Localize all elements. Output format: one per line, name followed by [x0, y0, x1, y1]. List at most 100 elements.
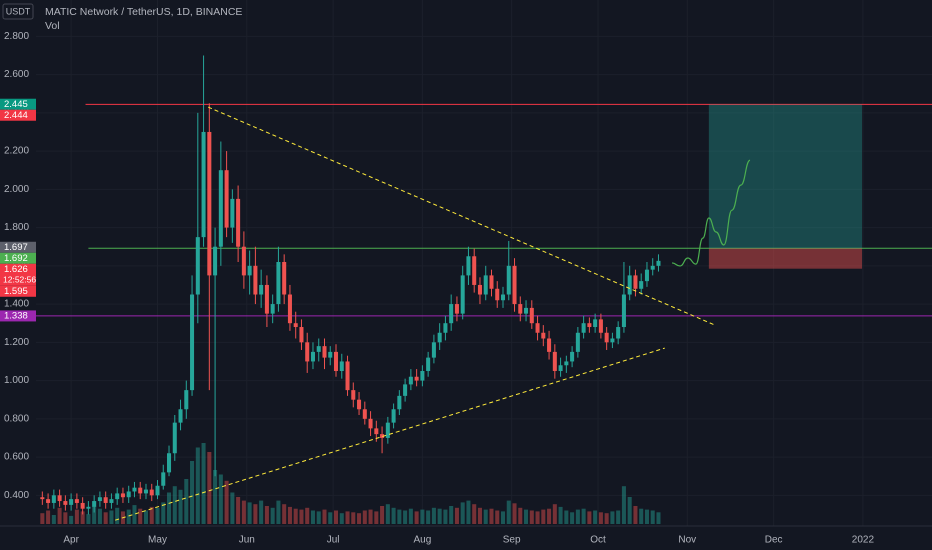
volume-bar	[426, 510, 431, 524]
volume-bar	[46, 510, 51, 524]
y-tick-label: 0.400	[4, 490, 29, 501]
candle-body	[120, 493, 125, 498]
countdown: 12:52:56	[3, 275, 36, 285]
volume-bar	[287, 506, 292, 524]
volume-bar	[345, 511, 350, 524]
volume-bar	[403, 510, 408, 524]
candle-body	[167, 453, 172, 473]
y-tick-label: 2.600	[4, 69, 29, 80]
volume-bar	[322, 509, 327, 524]
volume-bar	[236, 497, 241, 524]
candle-body	[408, 376, 413, 385]
volume-bar	[449, 506, 454, 524]
candle-body	[161, 472, 166, 486]
y-tick-label: 2.200	[4, 146, 29, 157]
volume-bar	[115, 507, 120, 524]
candle-body	[397, 395, 402, 410]
candle-body	[512, 265, 517, 305]
candle-body	[587, 323, 592, 328]
candle-body	[253, 265, 258, 295]
volume-bar	[264, 506, 269, 524]
candle-body	[489, 275, 494, 289]
candle-body	[322, 346, 327, 358]
volume-bar	[621, 486, 626, 524]
candle-body	[604, 332, 609, 343]
x-tick-label: Sep	[503, 535, 521, 546]
volume-bar	[190, 461, 195, 524]
candle-body	[426, 357, 431, 372]
candle-body	[270, 304, 275, 314]
candle-body	[259, 284, 264, 295]
volume-bar	[195, 447, 200, 524]
candle-body	[178, 409, 183, 423]
candle-body	[74, 499, 79, 503]
candle-body	[143, 489, 148, 494]
volume-bar	[339, 513, 344, 524]
candle-body	[207, 131, 212, 276]
candle-body	[213, 246, 218, 276]
price-label: 1.338	[4, 311, 28, 322]
volume-bar	[391, 507, 396, 524]
volume-bar	[472, 504, 477, 524]
candle-body	[201, 131, 206, 238]
candle-body	[385, 422, 390, 438]
volume-bar	[207, 452, 212, 524]
x-tick-label: 2022	[852, 535, 875, 546]
candle-body	[224, 170, 229, 228]
candle-body	[420, 371, 425, 381]
candle-body	[339, 361, 344, 372]
candle-body	[477, 284, 482, 295]
candle-body	[138, 487, 143, 494]
volume-bar	[593, 510, 598, 524]
candle-body	[414, 376, 419, 381]
candle-body	[391, 409, 396, 423]
volume-bar	[178, 489, 183, 524]
x-tick-label: Apr	[63, 535, 79, 546]
volume-bar	[414, 511, 419, 524]
candle-body	[644, 269, 649, 282]
volume-bar	[74, 509, 79, 524]
candle-body	[495, 288, 500, 301]
candle-body	[282, 262, 287, 295]
candle-body	[247, 265, 252, 276]
candle-body	[86, 506, 91, 509]
candle-body	[103, 497, 108, 503]
candle-body	[380, 434, 385, 438]
x-tick-label: Dec	[765, 535, 783, 546]
trendline	[115, 347, 665, 521]
volume-bar	[57, 507, 62, 524]
y-tick-label: 2.800	[4, 31, 29, 42]
volume-bar	[103, 512, 108, 524]
candle-body	[351, 390, 356, 400]
chart-title: MATIC Network / TetherUS, 1D, BINANCE	[45, 6, 242, 18]
volume-bar	[247, 502, 252, 524]
y-tick-label: 0.800	[4, 413, 29, 424]
currency-box[interactable]	[2, 3, 34, 20]
volume-bar	[305, 507, 310, 524]
volume-bar	[489, 508, 494, 524]
y-tick-label: 0.600	[4, 452, 29, 463]
volume-bar	[656, 512, 661, 524]
candle-body	[454, 304, 459, 314]
volume-bar	[155, 507, 160, 524]
volume-bar	[241, 500, 246, 524]
candle-body	[126, 491, 131, 498]
volume-bar	[587, 511, 592, 524]
volume-bar	[161, 502, 166, 524]
candle-body	[333, 351, 339, 372]
candle-body	[132, 487, 137, 492]
volume-bar	[282, 504, 287, 524]
volume-bar	[328, 512, 333, 524]
volume-bar	[524, 509, 529, 524]
candle-body	[63, 501, 68, 505]
candle-body	[357, 399, 362, 410]
volume-bar	[374, 511, 379, 524]
candle-body	[305, 342, 310, 362]
volume-bar	[333, 510, 339, 524]
candle-body	[40, 497, 45, 500]
candle-body	[190, 294, 195, 391]
volume-bar	[167, 492, 172, 524]
volume-bar	[598, 512, 603, 524]
candle-body	[564, 361, 569, 366]
volume-bar	[230, 492, 235, 524]
